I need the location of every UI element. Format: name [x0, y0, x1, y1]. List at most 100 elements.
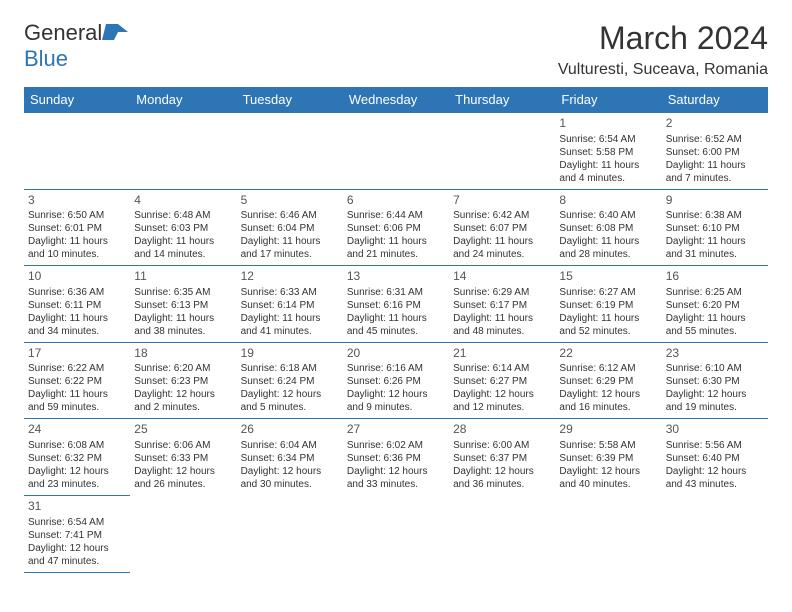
day-number: 26 [241, 422, 339, 438]
sunset-text: Sunset: 6:13 PM [134, 299, 232, 312]
calendar-row: 31Sunrise: 6:54 AMSunset: 7:41 PMDayligh… [24, 495, 768, 572]
daylight-text: Daylight: 12 hours and 19 minutes. [666, 388, 764, 414]
sunset-text: Sunset: 6:32 PM [28, 452, 126, 465]
calendar-row: 1Sunrise: 6:54 AMSunset: 5:58 PM Daylight… [24, 113, 768, 190]
calendar-cell [449, 495, 555, 572]
logo-secondary: Blue [24, 46, 68, 71]
sunset-text: Sunset: 6:06 PM [347, 222, 445, 235]
sunset-text: Sunset: 6:40 PM [666, 452, 764, 465]
daylight-text: Daylight: 11 hours and 38 minutes. [134, 312, 232, 338]
calendar-cell [555, 495, 661, 572]
day-number: 24 [28, 422, 126, 438]
calendar-cell: 7Sunrise: 6:42 AMSunset: 6:07 PMDaylight… [449, 189, 555, 266]
sunset-text: Sunset: 6:00 PM [666, 146, 764, 159]
sunrise-text: Sunrise: 6:08 AM [28, 439, 126, 452]
sunrise-text: Sunrise: 6:54 AM [28, 516, 126, 529]
sunrise-text: Sunrise: 6:54 AM [559, 133, 657, 146]
daylight-text: Daylight: 11 hours and 17 minutes. [241, 235, 339, 261]
day-number: 7 [453, 193, 551, 209]
daylight-text: Daylight: 11 hours and 59 minutes. [28, 388, 126, 414]
daylight-text: Daylight: 11 hours and 52 minutes. [559, 312, 657, 338]
day-number: 18 [134, 346, 232, 362]
sunrise-text: Sunrise: 6:50 AM [28, 209, 126, 222]
daylight-text: Daylight: 12 hours and 30 minutes. [241, 465, 339, 491]
sunrise-text: Sunrise: 6:46 AM [241, 209, 339, 222]
day-header-row: Sunday Monday Tuesday Wednesday Thursday… [24, 87, 768, 113]
sunset-text: Sunset: 6:07 PM [453, 222, 551, 235]
day-number: 9 [666, 193, 764, 209]
daylight-text: Daylight: 12 hours and 2 minutes. [134, 388, 232, 414]
calendar-cell: 21Sunrise: 6:14 AMSunset: 6:27 PMDayligh… [449, 342, 555, 419]
sunrise-text: Sunrise: 6:38 AM [666, 209, 764, 222]
sunset-text: Sunset: 6:10 PM [666, 222, 764, 235]
day-number: 8 [559, 193, 657, 209]
day-number: 11 [134, 269, 232, 285]
sunset-text: Sunset: 6:22 PM [28, 375, 126, 388]
calendar-cell: 10Sunrise: 6:36 AMSunset: 6:11 PMDayligh… [24, 266, 130, 343]
daylight-text: Daylight: 11 hours and 28 minutes. [559, 235, 657, 261]
sunset-text: Sunset: 5:58 PM [559, 146, 657, 159]
calendar-cell [449, 113, 555, 190]
daylight-text: Daylight: 12 hours and 40 minutes. [559, 465, 657, 491]
calendar-cell: 22Sunrise: 6:12 AMSunset: 6:29 PMDayligh… [555, 342, 661, 419]
calendar-cell: 17Sunrise: 6:22 AMSunset: 6:22 PMDayligh… [24, 342, 130, 419]
logo-text: GeneralBlue [24, 20, 128, 72]
day-number: 1 [559, 116, 657, 132]
calendar-cell: 13Sunrise: 6:31 AMSunset: 6:16 PMDayligh… [343, 266, 449, 343]
day-number: 6 [347, 193, 445, 209]
calendar-table: Sunday Monday Tuesday Wednesday Thursday… [24, 87, 768, 573]
sunset-text: Sunset: 7:41 PM [28, 529, 126, 542]
calendar-cell: 27Sunrise: 6:02 AMSunset: 6:36 PMDayligh… [343, 419, 449, 496]
sunrise-text: Sunrise: 5:56 AM [666, 439, 764, 452]
sunset-text: Sunset: 6:19 PM [559, 299, 657, 312]
sunset-text: Sunset: 6:23 PM [134, 375, 232, 388]
sunrise-text: Sunrise: 6:35 AM [134, 286, 232, 299]
sunset-text: Sunset: 6:24 PM [241, 375, 339, 388]
sunset-text: Sunset: 6:33 PM [134, 452, 232, 465]
calendar-cell: 23Sunrise: 6:10 AMSunset: 6:30 PMDayligh… [662, 342, 768, 419]
calendar-cell: 6Sunrise: 6:44 AMSunset: 6:06 PMDaylight… [343, 189, 449, 266]
sunrise-text: Sunrise: 6:25 AM [666, 286, 764, 299]
sunset-text: Sunset: 6:26 PM [347, 375, 445, 388]
day-number: 4 [134, 193, 232, 209]
calendar-cell [130, 113, 236, 190]
sunrise-text: Sunrise: 6:02 AM [347, 439, 445, 452]
daylight-text: Daylight: 11 hours and 34 minutes. [28, 312, 126, 338]
day-number: 14 [453, 269, 551, 285]
calendar-row: 10Sunrise: 6:36 AMSunset: 6:11 PMDayligh… [24, 266, 768, 343]
daylight-text: Daylight: 12 hours and 12 minutes. [453, 388, 551, 414]
daylight-text: Daylight: 12 hours and 5 minutes. [241, 388, 339, 414]
calendar-row: 17Sunrise: 6:22 AMSunset: 6:22 PMDayligh… [24, 342, 768, 419]
sunset-text: Sunset: 6:27 PM [453, 375, 551, 388]
day-number: 15 [559, 269, 657, 285]
sunset-text: Sunset: 6:04 PM [241, 222, 339, 235]
daylight-text: Daylight: 11 hours and 14 minutes. [134, 235, 232, 261]
header: GeneralBlue March 2024 Vulturesti, Sucea… [24, 20, 768, 79]
calendar-cell: 14Sunrise: 6:29 AMSunset: 6:17 PMDayligh… [449, 266, 555, 343]
sunset-text: Sunset: 6:39 PM [559, 452, 657, 465]
calendar-cell: 5Sunrise: 6:46 AMSunset: 6:04 PMDaylight… [237, 189, 343, 266]
calendar-cell: 15Sunrise: 6:27 AMSunset: 6:19 PMDayligh… [555, 266, 661, 343]
sunrise-text: Sunrise: 6:33 AM [241, 286, 339, 299]
day-number: 20 [347, 346, 445, 362]
location: Vulturesti, Suceava, Romania [558, 61, 768, 79]
day-header: Sunday [24, 87, 130, 113]
daylight-text: Daylight: 12 hours and 26 minutes. [134, 465, 232, 491]
calendar-cell: 8Sunrise: 6:40 AMSunset: 6:08 PMDaylight… [555, 189, 661, 266]
sunrise-text: Sunrise: 5:58 AM [559, 439, 657, 452]
daylight-text: Daylight: 11 hours and 7 minutes. [666, 159, 764, 185]
sunset-text: Sunset: 6:34 PM [241, 452, 339, 465]
day-number: 23 [666, 346, 764, 362]
calendar-cell: 19Sunrise: 6:18 AMSunset: 6:24 PMDayligh… [237, 342, 343, 419]
daylight-text: Daylight: 12 hours and 36 minutes. [453, 465, 551, 491]
calendar-cell: 25Sunrise: 6:06 AMSunset: 6:33 PMDayligh… [130, 419, 236, 496]
sunrise-text: Sunrise: 6:18 AM [241, 362, 339, 375]
sunset-text: Sunset: 6:14 PM [241, 299, 339, 312]
sunrise-text: Sunrise: 6:16 AM [347, 362, 445, 375]
calendar-cell [130, 495, 236, 572]
calendar-cell: 1Sunrise: 6:54 AMSunset: 5:58 PMDaylight… [555, 113, 661, 190]
sunrise-text: Sunrise: 6:27 AM [559, 286, 657, 299]
sunrise-text: Sunrise: 6:52 AM [666, 133, 764, 146]
day-number: 13 [347, 269, 445, 285]
daylight-text: Daylight: 11 hours and 41 minutes. [241, 312, 339, 338]
